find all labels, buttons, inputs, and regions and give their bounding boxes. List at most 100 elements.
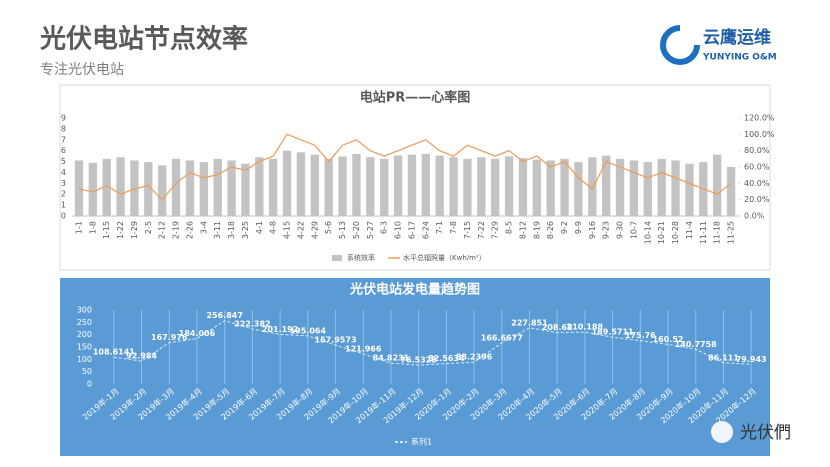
y-tick-label: 150	[77, 343, 92, 352]
legend-label: 系列1	[411, 437, 432, 447]
watermark-icon	[711, 421, 733, 443]
data-label: 256.847	[206, 311, 242, 320]
bar	[615, 158, 625, 216]
x-tick-label: 9-9	[574, 221, 583, 234]
bar	[685, 163, 694, 216]
x-tick-label: 5-20	[352, 221, 361, 239]
y2-tick-label: 60.0%	[744, 163, 770, 172]
legend-label: 系统效率	[347, 253, 375, 262]
x-tick-label: 4-22	[296, 221, 305, 239]
x-tick-label: 3-25	[241, 221, 250, 239]
bar	[560, 158, 569, 216]
bar	[407, 154, 417, 216]
bar	[241, 163, 250, 216]
bar	[726, 167, 736, 216]
x-tick-label: 10-7	[629, 221, 638, 239]
x-tick-label: 5-6	[324, 221, 333, 234]
bar	[296, 152, 306, 216]
data-label: 208.68	[542, 323, 573, 332]
y-tick-label: 4	[61, 168, 66, 177]
x-tick-label: 4-8	[269, 221, 278, 234]
x-tick-label: 10-21	[657, 221, 666, 244]
bar	[643, 162, 652, 216]
bar	[255, 157, 264, 216]
y2-tick-label: 100.0%	[744, 130, 775, 139]
watermark-text: 光伏們	[740, 423, 791, 443]
data-label: 86.111	[708, 353, 739, 362]
bar	[518, 158, 528, 216]
x-tick-label: 9-2	[560, 221, 569, 234]
bar	[366, 157, 375, 216]
data-label: 82.5634	[428, 354, 465, 363]
data-label: 166.6677	[481, 333, 523, 342]
bar	[213, 158, 222, 216]
y-tick-label: 6	[61, 146, 66, 155]
x-tick-label: 7-29	[491, 221, 500, 239]
y-tick-label: 2	[61, 190, 66, 199]
x-tick-label: 4-29	[310, 221, 319, 239]
bar	[477, 157, 486, 216]
y-tick-label: 8	[61, 124, 66, 133]
bar	[532, 159, 541, 216]
x-tick-label: 7-1	[435, 221, 444, 234]
data-label: 92.984	[126, 352, 157, 361]
line	[78, 133, 732, 201]
bar	[574, 162, 583, 216]
x-tick-label: 9-23	[602, 221, 611, 239]
y-tick-label: 5	[61, 157, 66, 166]
y-tick-label: 100	[77, 355, 92, 364]
x-tick-label: 1-8	[88, 221, 97, 234]
bar	[144, 162, 153, 216]
x-tick-label: 4-1	[255, 221, 264, 234]
bar	[227, 160, 236, 216]
x-tick-label: 1-29	[130, 221, 139, 239]
bar	[449, 157, 458, 216]
data-label: 222.382	[234, 320, 270, 329]
logo-icon	[660, 25, 700, 65]
x-tick-label: 2-26	[185, 221, 194, 239]
data-label: 167.976	[151, 333, 188, 342]
bar	[74, 160, 84, 216]
legend-swatch	[332, 255, 342, 261]
x-tick-label: 2-12	[158, 221, 167, 239]
bar	[158, 165, 167, 216]
x-tick-label: 10-14	[643, 221, 652, 244]
slide-subtitle: 专注光伏电站	[40, 62, 124, 78]
line	[113, 320, 752, 366]
x-tick-label: 5-27	[366, 221, 375, 239]
x-tick-label: 11-18	[713, 221, 722, 244]
x-tick-label: 3-4	[199, 221, 208, 234]
bar	[352, 153, 361, 216]
y2-tick-label: 0.0%	[744, 212, 765, 221]
chart-title: 光伏电站发电量趋势图	[349, 282, 480, 298]
x-tick-label: 4-15	[283, 221, 292, 239]
x-tick-label: 3-18	[227, 221, 236, 239]
legend-label: 水平总辐照量（Kwh/m²）	[403, 253, 486, 262]
bar	[324, 158, 333, 216]
x-tick-label: 6-24	[421, 221, 430, 239]
data-label: 79.943	[736, 355, 767, 364]
y-tick-label: 1	[61, 201, 66, 210]
x-tick-label: 8-5	[505, 221, 514, 234]
data-label: 227.851	[511, 318, 548, 327]
bar	[116, 157, 125, 216]
x-tick-label: 7-8	[449, 221, 458, 234]
bar	[88, 162, 97, 216]
bar	[421, 153, 430, 216]
bar	[463, 158, 472, 216]
x-tick-label: 2-5	[144, 221, 153, 234]
slide-title: 光伏电站节点效率	[39, 24, 248, 55]
x-tick-label: 10-28	[671, 221, 680, 244]
data-label: 210.188	[567, 323, 604, 332]
chart-frame	[60, 278, 770, 456]
x-tick-label: 9-16	[588, 221, 597, 239]
bar	[435, 155, 444, 216]
data-label: 84.8231	[373, 354, 410, 363]
x-tick-label: 8-19	[532, 221, 541, 239]
data-label: 175.76	[625, 331, 656, 340]
x-tick-label: 5-13	[338, 221, 347, 239]
data-label: 201.192	[262, 325, 298, 334]
bar	[602, 155, 611, 216]
data-label: 195.064	[290, 326, 327, 335]
bar	[282, 150, 292, 216]
